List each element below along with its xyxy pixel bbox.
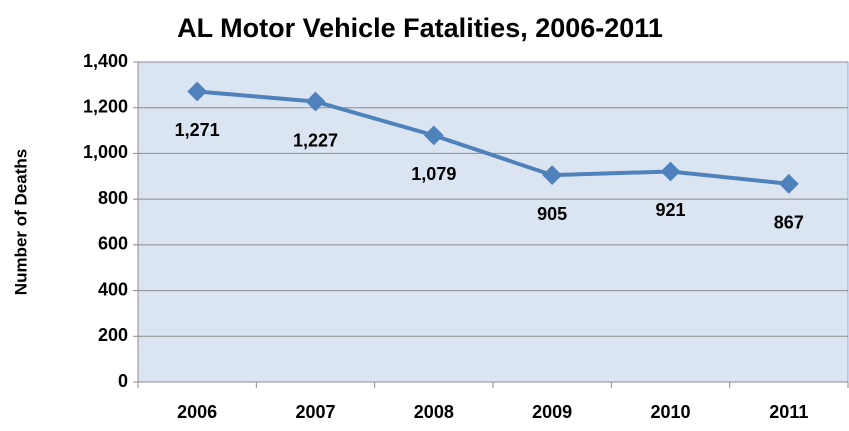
data-label: 1,079 [411,164,456,184]
y-tick-label: 0 [118,371,128,391]
y-tick-label: 200 [98,325,128,345]
data-label: 905 [537,204,567,224]
y-tick-label: 1,000 [83,142,128,162]
data-point [423,125,444,146]
series-line [196,89,790,186]
data-point [305,91,326,112]
x-tick-label: 2011 [769,402,808,422]
data-label: 1,227 [293,130,338,150]
data-label: 1,271 [175,120,220,140]
y-tick-label: 600 [98,234,128,254]
y-axis-label: Number of Deaths [11,149,30,295]
x-tick-label: 2008 [414,402,454,422]
x-tick-label: 2006 [177,402,217,422]
y-tick-label: 1,200 [83,96,128,116]
data-label: 867 [774,213,804,233]
data-point [187,81,208,102]
y-tick-label: 400 [98,279,128,299]
y-tick-label: 1,400 [83,51,128,71]
y-tick-label: 800 [98,188,128,208]
chart-title: AL Motor Vehicle Fatalities, 2006-2011 [177,13,663,43]
x-tick-label: 2007 [295,402,335,422]
x-tick-label: 2010 [650,402,690,422]
plot-area [137,61,849,383]
data-label: 921 [655,200,685,220]
x-tick-label: 2009 [532,402,572,422]
